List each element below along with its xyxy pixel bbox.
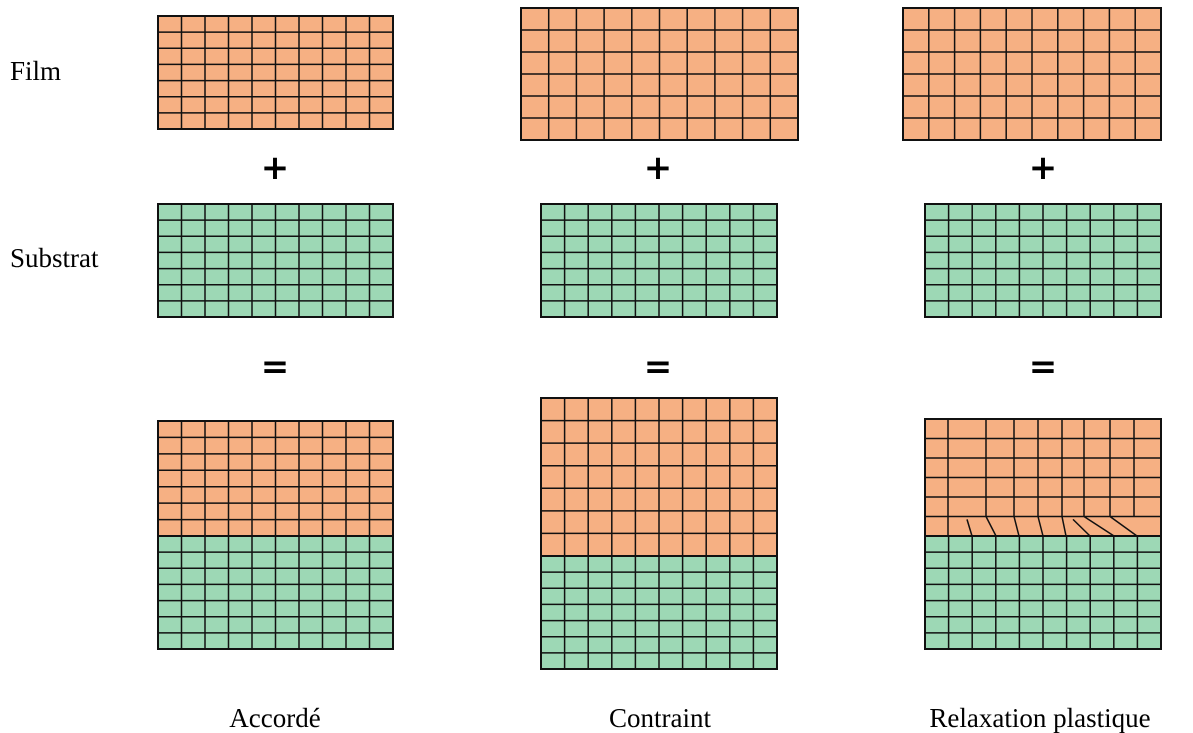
film-layer-relaxation: [924, 418, 1162, 537]
film-lattice-contraint: [520, 7, 799, 141]
film-layer-accorde: [157, 420, 394, 537]
film-lattice-accorde: [157, 15, 394, 130]
lattice-blocks: [157, 7, 1162, 670]
caption-relaxation: Relaxation plastique: [929, 703, 1150, 733]
plus-sign-relaxation: +: [1029, 148, 1058, 188]
substrate-layer-relaxation: [924, 535, 1162, 650]
substrate-lattice-relaxation: [924, 203, 1162, 318]
plus-sign-contraint: +: [644, 148, 673, 188]
equals-sign-accorde: =: [261, 347, 290, 387]
substrate-lattice-accorde: [157, 203, 394, 318]
equals-sign-relaxation: =: [1029, 347, 1058, 387]
substrate-layer-contraint: [540, 555, 778, 670]
caption-contraint: Contraint: [609, 703, 711, 733]
substrate-layer-accorde: [157, 535, 394, 650]
substrate-lattice-contraint: [540, 203, 778, 318]
row-label-film: Film: [10, 56, 61, 86]
film-lattice-relaxation: [902, 7, 1162, 141]
row-label-substrat: Substrat: [10, 243, 99, 273]
plus-sign-accorde: +: [261, 148, 290, 188]
film-layer-contraint: [540, 397, 778, 557]
caption-accorde: Accordé: [229, 703, 320, 733]
equals-sign-contraint: =: [644, 347, 673, 387]
